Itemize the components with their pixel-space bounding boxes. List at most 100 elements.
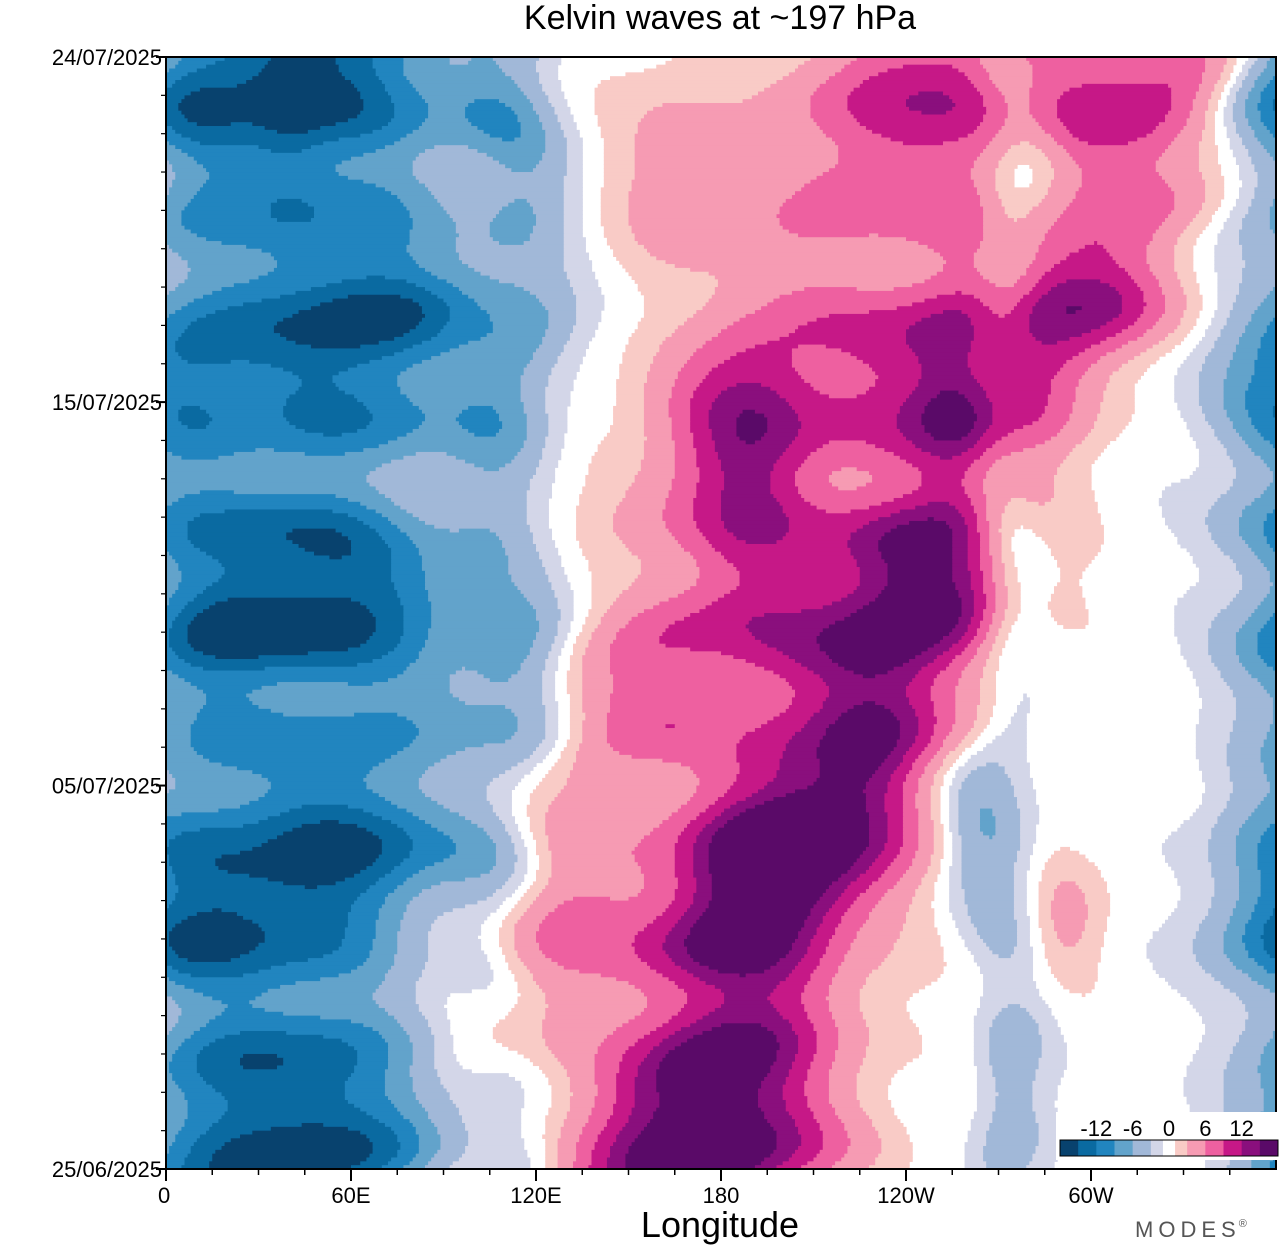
contour-cell xyxy=(1239,87,1252,93)
contour-cell xyxy=(532,106,556,112)
contour-cell xyxy=(425,417,457,422)
contour-cell xyxy=(1072,405,1101,411)
contour-cell xyxy=(921,110,947,116)
contour-cell xyxy=(1001,455,1067,461)
contour-cell xyxy=(847,103,907,108)
contour-cell xyxy=(869,820,889,825)
contour-cell xyxy=(406,904,466,909)
contour-cell xyxy=(1220,609,1256,614)
contour-cell xyxy=(967,133,997,139)
contour-cell xyxy=(548,839,642,844)
contour-cell xyxy=(394,501,528,507)
contour-cell xyxy=(304,547,352,553)
contour-cell xyxy=(1174,632,1209,637)
contour-cell xyxy=(523,659,546,664)
contour-cell xyxy=(754,804,867,810)
contour-cell xyxy=(1050,593,1083,599)
contour-cell xyxy=(548,770,571,775)
contour-cell xyxy=(930,432,969,438)
contour-cell xyxy=(736,586,858,591)
contour-cell xyxy=(705,908,812,913)
contour-cell xyxy=(505,881,522,886)
contour-cell xyxy=(166,624,173,629)
contour-cell xyxy=(166,83,173,89)
contour-cell xyxy=(1023,697,1030,702)
contour-cell xyxy=(606,735,744,741)
contour-cell xyxy=(881,551,953,557)
contour-cell xyxy=(412,846,457,852)
contour-cell xyxy=(708,869,849,875)
contour-cell xyxy=(1254,904,1276,909)
contour-cell xyxy=(1198,566,1237,572)
contour-cell xyxy=(1202,172,1222,177)
contour-cell xyxy=(1202,697,1237,702)
contour-cell xyxy=(1211,655,1240,660)
contour-cell xyxy=(983,229,1049,234)
contour-cell xyxy=(206,64,266,70)
contour-cell xyxy=(166,133,183,139)
contour-cell xyxy=(1023,524,1104,530)
contour-cell xyxy=(745,797,775,802)
contour-cell xyxy=(1242,586,1271,591)
contour-cell xyxy=(986,659,1000,664)
contour-cell xyxy=(166,524,189,530)
contour-cell xyxy=(1248,95,1262,100)
contour-cell xyxy=(810,382,876,388)
contour-cell xyxy=(166,463,383,468)
contour-cell xyxy=(1235,846,1259,852)
contour-cell xyxy=(918,835,935,840)
contour-cell xyxy=(739,570,861,576)
contour-cell xyxy=(856,528,892,534)
contour-cell xyxy=(616,390,645,396)
contour-cell xyxy=(798,413,898,419)
contour-cell xyxy=(736,747,787,752)
contour-cell xyxy=(869,812,889,817)
contour-cell xyxy=(980,643,993,649)
contour-cell xyxy=(902,785,919,790)
contour-cell xyxy=(705,808,725,813)
contour-cell xyxy=(887,785,904,790)
contour-cell xyxy=(708,850,864,856)
contour-cell xyxy=(206,409,284,415)
contour-cell xyxy=(1161,843,1209,848)
contour-cell xyxy=(1242,179,1259,185)
contour-cell xyxy=(221,241,411,246)
contour-cell xyxy=(400,294,438,300)
contour-cell xyxy=(610,643,667,649)
contour-cell xyxy=(363,99,392,104)
contour-cell xyxy=(178,566,226,572)
contour-cell xyxy=(166,306,183,311)
contour-cell xyxy=(983,103,1009,108)
contour-cell xyxy=(489,781,519,787)
contour-cell xyxy=(1195,724,1234,729)
contour-cell xyxy=(1211,827,1240,833)
contour-cell xyxy=(166,501,173,507)
contour-cell xyxy=(1038,904,1052,909)
contour-cell xyxy=(727,386,771,392)
contour-cell xyxy=(551,103,568,108)
contour-cell xyxy=(791,195,981,200)
contour-cell xyxy=(1060,570,1083,576)
contour-cell xyxy=(166,559,176,564)
contour-cell xyxy=(952,64,984,70)
contour-cell xyxy=(542,336,571,342)
contour-cell xyxy=(887,670,919,675)
contour-cell xyxy=(899,877,923,883)
contour-cell xyxy=(1198,160,1219,165)
contour-cell xyxy=(310,145,386,150)
contour-cell xyxy=(640,839,679,844)
contour-cell xyxy=(662,340,707,346)
contour-cell xyxy=(1232,152,1249,158)
contour-cell xyxy=(1260,800,1276,806)
contour-cell xyxy=(347,118,392,123)
contour-cell xyxy=(859,122,981,127)
contour-cell xyxy=(1214,260,1246,265)
contour-cell xyxy=(1075,160,1157,165)
contour-cell xyxy=(563,221,583,227)
contour-cell xyxy=(1272,471,1276,476)
contour-cell xyxy=(699,574,741,580)
contour-cell xyxy=(1226,317,1252,323)
contour-cell xyxy=(825,728,901,733)
contour-cell xyxy=(166,467,377,472)
contour-cell xyxy=(708,866,852,871)
